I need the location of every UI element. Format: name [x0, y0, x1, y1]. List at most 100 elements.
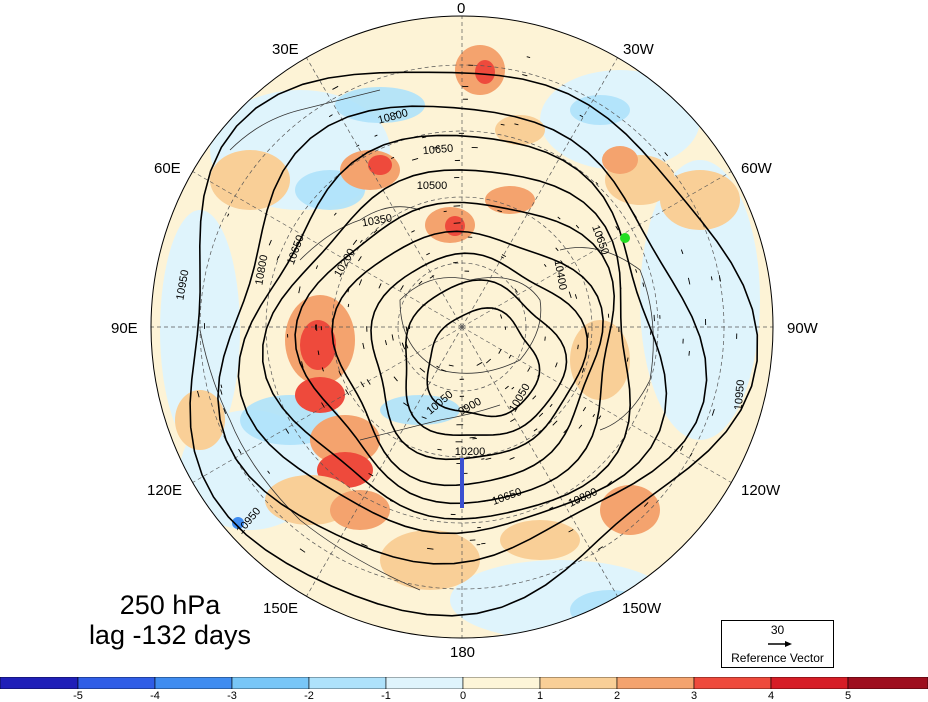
anomaly-blob — [640, 160, 760, 440]
wind-vector — [532, 395, 537, 400]
wind-vector — [643, 502, 649, 507]
wind-vector — [508, 354, 512, 359]
wind-vector — [500, 123, 505, 126]
wind-vector — [500, 256, 504, 259]
map-boundary — [150, 15, 774, 639]
wind-vector — [411, 230, 415, 233]
wind-vector — [347, 288, 350, 293]
colorbar-tick: -2 — [304, 690, 314, 702]
anomaly-blob — [368, 155, 392, 175]
wind-vector — [497, 209, 502, 213]
wind-vector — [592, 413, 595, 418]
highlight-point — [620, 233, 630, 243]
wind-vector — [577, 344, 579, 350]
colorbar-tick: 2 — [613, 690, 621, 702]
wind-vector — [626, 357, 629, 362]
colorbar-segment — [693, 677, 772, 689]
wind-vector — [485, 358, 492, 364]
lon-label-120e: 120E — [147, 482, 183, 499]
contour-label: 10800 — [253, 254, 270, 286]
wind-vector — [595, 181, 599, 185]
wind-vector — [689, 452, 693, 457]
wind-vector — [359, 239, 363, 243]
wind-vector — [718, 275, 721, 282]
colorbar-segment — [770, 677, 849, 689]
wind-vector — [538, 412, 544, 417]
wind-vector — [479, 203, 485, 205]
wind-vector — [403, 402, 409, 407]
anomaly-blob — [210, 150, 290, 210]
wind-vector — [598, 415, 602, 420]
colorbar-tick: -4 — [150, 690, 160, 702]
wind-vector — [498, 348, 502, 354]
wind-vector — [328, 114, 333, 118]
caption-lag: lag -132 days — [88, 620, 252, 650]
wind-vector — [358, 256, 362, 262]
wind-vector — [436, 365, 440, 369]
wind-vector — [441, 369, 447, 372]
wind-vector — [362, 342, 365, 350]
contour-line — [189, 71, 759, 617]
wind-vector — [389, 500, 394, 503]
anomaly-blob — [660, 170, 740, 230]
colorbar-tick: 4 — [767, 690, 775, 702]
wind-vector — [333, 212, 337, 216]
wind-vector — [549, 403, 553, 408]
map-disk — [151, 16, 773, 638]
wind-vector — [511, 386, 515, 390]
wind-vector — [448, 364, 454, 367]
parallel-line — [199, 64, 725, 590]
reference-vector-value: 30 — [770, 623, 785, 637]
wind-vector — [537, 373, 540, 377]
wind-vector — [527, 367, 531, 372]
wind-vector — [267, 470, 271, 474]
wind-vector — [642, 282, 645, 287]
wind-vector — [402, 212, 409, 217]
wind-vector — [374, 134, 378, 137]
wind-vector — [485, 457, 492, 460]
wind-vector — [315, 265, 319, 270]
meridian-line — [461, 326, 732, 483]
wind-vector — [619, 285, 622, 290]
contour-label: 10500 — [417, 180, 448, 192]
contour-label: 10350 — [361, 212, 393, 229]
wind-vector — [220, 384, 223, 389]
wind-vector — [432, 146, 440, 149]
lon-label-60w: 60W — [741, 160, 772, 177]
colorbar-segment — [308, 677, 387, 689]
wind-vector — [401, 342, 406, 350]
anomaly-blob — [600, 485, 660, 535]
wind-vector — [352, 239, 358, 246]
wind-vector — [501, 254, 507, 257]
lon-label-120w: 120W — [741, 482, 781, 499]
wind-vector — [476, 361, 483, 366]
anomaly-blob — [330, 490, 390, 530]
wind-vector — [522, 74, 528, 77]
wind-vector — [390, 156, 395, 159]
wind-vector — [504, 385, 509, 390]
contour-line — [426, 307, 541, 418]
meridian-line — [192, 171, 463, 328]
geopotential-contours — [189, 71, 759, 617]
lon-label-30e: 30E — [272, 41, 299, 58]
wind-vector — [400, 285, 404, 291]
wind-vector — [575, 224, 580, 229]
meridian-line — [306, 57, 463, 328]
contour-line — [370, 252, 588, 461]
wind-vector — [557, 216, 561, 220]
anomaly-blob — [310, 415, 380, 465]
wind-vector — [347, 303, 350, 308]
wind-vector — [482, 500, 488, 503]
wind-vector — [361, 543, 368, 547]
wind-vector — [338, 370, 342, 376]
wind-vector — [615, 226, 619, 231]
anomaly-blob — [175, 390, 225, 450]
contour-label: 10650 — [422, 143, 454, 158]
parallel-line — [397, 262, 527, 392]
contour-line — [261, 169, 632, 520]
wind-vectors — [197, 56, 738, 553]
contour-line — [217, 105, 708, 565]
wind-vector — [298, 286, 301, 294]
wind-vector — [582, 406, 587, 412]
